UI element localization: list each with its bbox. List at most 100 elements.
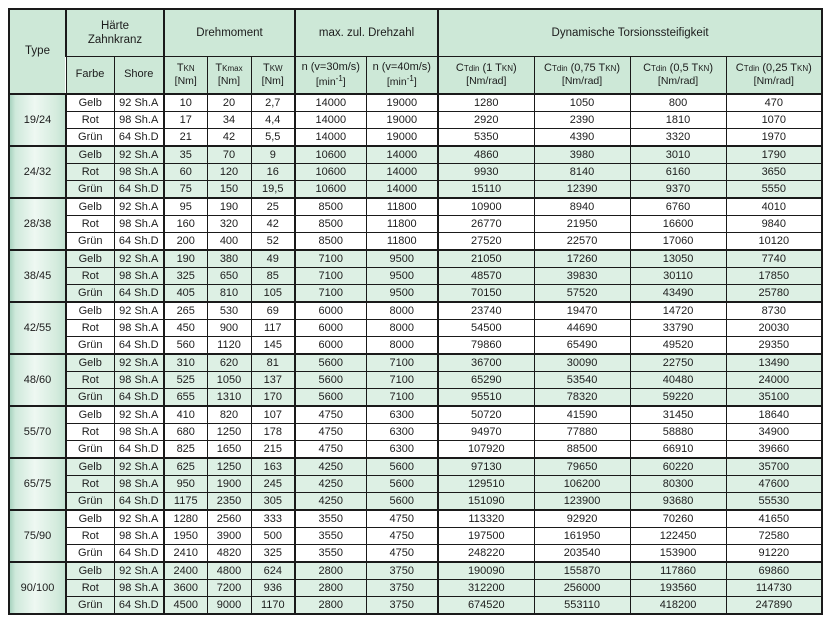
c3-cell: 80300 — [629, 475, 727, 493]
c4-cell: 39660 — [725, 440, 823, 459]
tkw-cell: 69 — [250, 301, 296, 320]
c2-cell: 4390 — [533, 128, 631, 147]
tkmax-cell: 1120 — [206, 336, 252, 355]
n30-cell: 2800 — [294, 561, 367, 580]
col-header-tkw: TKW [Nm] — [250, 56, 296, 95]
tkmax-cell: 820 — [206, 405, 252, 424]
n40-cell: 7100 — [365, 371, 439, 389]
farbe-cell: Grün — [65, 596, 115, 615]
tkn-cell: 60 — [163, 163, 208, 181]
ctdin-025-unit: [Nm/rad] — [753, 75, 794, 88]
c4-cell: 29350 — [725, 336, 823, 355]
n40-cell: 8000 — [365, 336, 439, 355]
n30-cell: 6000 — [294, 301, 367, 320]
n30-cell: 10600 — [294, 163, 367, 181]
c2-cell: 203540 — [533, 544, 631, 563]
c2-cell: 57520 — [533, 284, 631, 303]
c1-cell: 9930 — [437, 163, 535, 181]
c2-cell: 41590 — [533, 405, 631, 424]
c2-cell: 3980 — [533, 145, 631, 164]
col-header-ctdin-1: CTdin (1 TKN) [Nm/rad] — [437, 56, 535, 95]
n30-cell: 2800 — [294, 579, 367, 597]
tkw-cell: 500 — [250, 527, 296, 545]
table-row: Rot 98 Sh.A 160 320 42 8500 11800 26770 21950 166… — [9, 215, 823, 233]
c1-cell: 113320 — [437, 509, 535, 528]
type-cell: 42/55 — [8, 301, 67, 355]
c3-cell: 43490 — [629, 284, 727, 303]
n30-cell: 5600 — [294, 353, 367, 372]
shore-cell: 98 Sh.A — [113, 475, 165, 493]
c1-cell: 1280 — [437, 93, 535, 112]
shore-cell: 64 Sh.D — [113, 180, 165, 199]
n40-symbol: n (v=40m/s) — [372, 60, 431, 73]
c1-cell: 151090 — [437, 492, 535, 511]
tkw-cell: 5,5 — [250, 128, 296, 147]
c1-cell: 70150 — [437, 284, 535, 303]
c1-cell: 15110 — [437, 180, 535, 199]
c4-cell: 91220 — [725, 544, 823, 563]
table-row: Grün 64 Sh.D 75 150 19,5 10600 14000 15110 12390… — [9, 180, 823, 199]
farbe-cell: Grün — [65, 492, 115, 511]
haerte-line2: Zahnkranz — [87, 34, 143, 46]
c4-cell: 9840 — [725, 215, 823, 233]
tkmax-cell: 1250 — [206, 423, 252, 441]
tkw-cell: 137 — [250, 371, 296, 389]
n40-cell: 5600 — [365, 492, 439, 511]
table-row: 19/24 Gelb 92 Sh.A 10 20 2,7 14000 19000 1280 105… — [8, 93, 823, 147]
shore-cell: 98 Sh.A — [113, 215, 165, 233]
n40-cell: 9500 — [365, 267, 439, 285]
tkn-cell: 410 — [163, 405, 208, 424]
c1-cell: 107920 — [437, 440, 535, 459]
tkn-cell: 10 — [163, 93, 208, 112]
n30-cell: 3550 — [294, 527, 367, 545]
table-body: 19/24 Gelb 92 Sh.A 10 20 2,7 14000 19000 1280 105… — [8, 93, 823, 615]
tkn-cell: 450 — [163, 319, 208, 337]
tkmax-cell: 380 — [206, 249, 252, 268]
farbe-cell: Gelb — [65, 561, 115, 580]
tkw-cell: 333 — [250, 509, 296, 528]
farbe-cell: Grün — [65, 128, 115, 147]
table-row: Rot 98 Sh.A 450 900 117 6000 8000 54500 44690 337… — [9, 319, 823, 337]
farbe-cell: Grün — [65, 440, 115, 459]
c2-cell: 19470 — [533, 301, 631, 320]
col-group-torsionssteifigkeit: Dynamische Torsionssteifigkeit — [437, 8, 823, 57]
n40-cell: 19000 — [365, 128, 439, 147]
shore-cell: 92 Sh.A — [113, 509, 165, 528]
n30-cell: 5600 — [294, 388, 367, 407]
col-header-n40: n (v=40m/s) [min-1] — [365, 56, 439, 95]
c1-cell: 94970 — [437, 423, 535, 441]
tkw-cell: 178 — [250, 423, 296, 441]
table-row: Rot 98 Sh.A 17 34 4,4 14000 19000 2920 2390 1810 1… — [9, 111, 823, 129]
tkn-cell: 1280 — [163, 509, 208, 528]
c1-cell: 197500 — [437, 527, 535, 545]
farbe-cell: Rot — [65, 579, 115, 597]
col-header-n30: n (v=30m/s) [min-1] — [294, 56, 367, 95]
farbe-cell: Grün — [65, 544, 115, 563]
shore-cell: 98 Sh.A — [113, 371, 165, 389]
col-group-drehmoment: Drehmoment — [162, 8, 296, 57]
tkn-cell: 17 — [163, 111, 208, 129]
tkw-cell: 25 — [250, 197, 296, 216]
n30-cell: 10600 — [294, 180, 367, 199]
farbe-cell: Rot — [65, 111, 115, 129]
tkw-cell: 42 — [250, 215, 296, 233]
tkn-cell: 525 — [163, 371, 208, 389]
n30-cell: 14000 — [294, 128, 367, 147]
c1-cell: 21050 — [437, 249, 535, 268]
c2-cell: 106200 — [533, 475, 631, 493]
tkn-cell: 21 — [163, 128, 208, 147]
tkmax-cell: 4800 — [206, 561, 252, 580]
c1-cell: 248220 — [437, 544, 535, 563]
shore-cell: 98 Sh.A — [113, 319, 165, 337]
c2-cell: 256000 — [533, 579, 631, 597]
c1-cell: 23740 — [437, 301, 535, 320]
c4-cell: 41650 — [725, 509, 823, 528]
c3-cell: 800 — [629, 93, 727, 112]
c1-cell: 36700 — [437, 353, 535, 372]
n30-cell: 8500 — [294, 232, 367, 251]
col-header-farbe: Farbe — [65, 56, 115, 95]
c2-cell: 39830 — [533, 267, 631, 285]
table-row: Grün 64 Sh.D 2410 4820 325 3550 4750 248220 2035… — [9, 544, 823, 563]
n40-cell: 14000 — [365, 145, 439, 164]
n40-cell: 11800 — [365, 232, 439, 251]
